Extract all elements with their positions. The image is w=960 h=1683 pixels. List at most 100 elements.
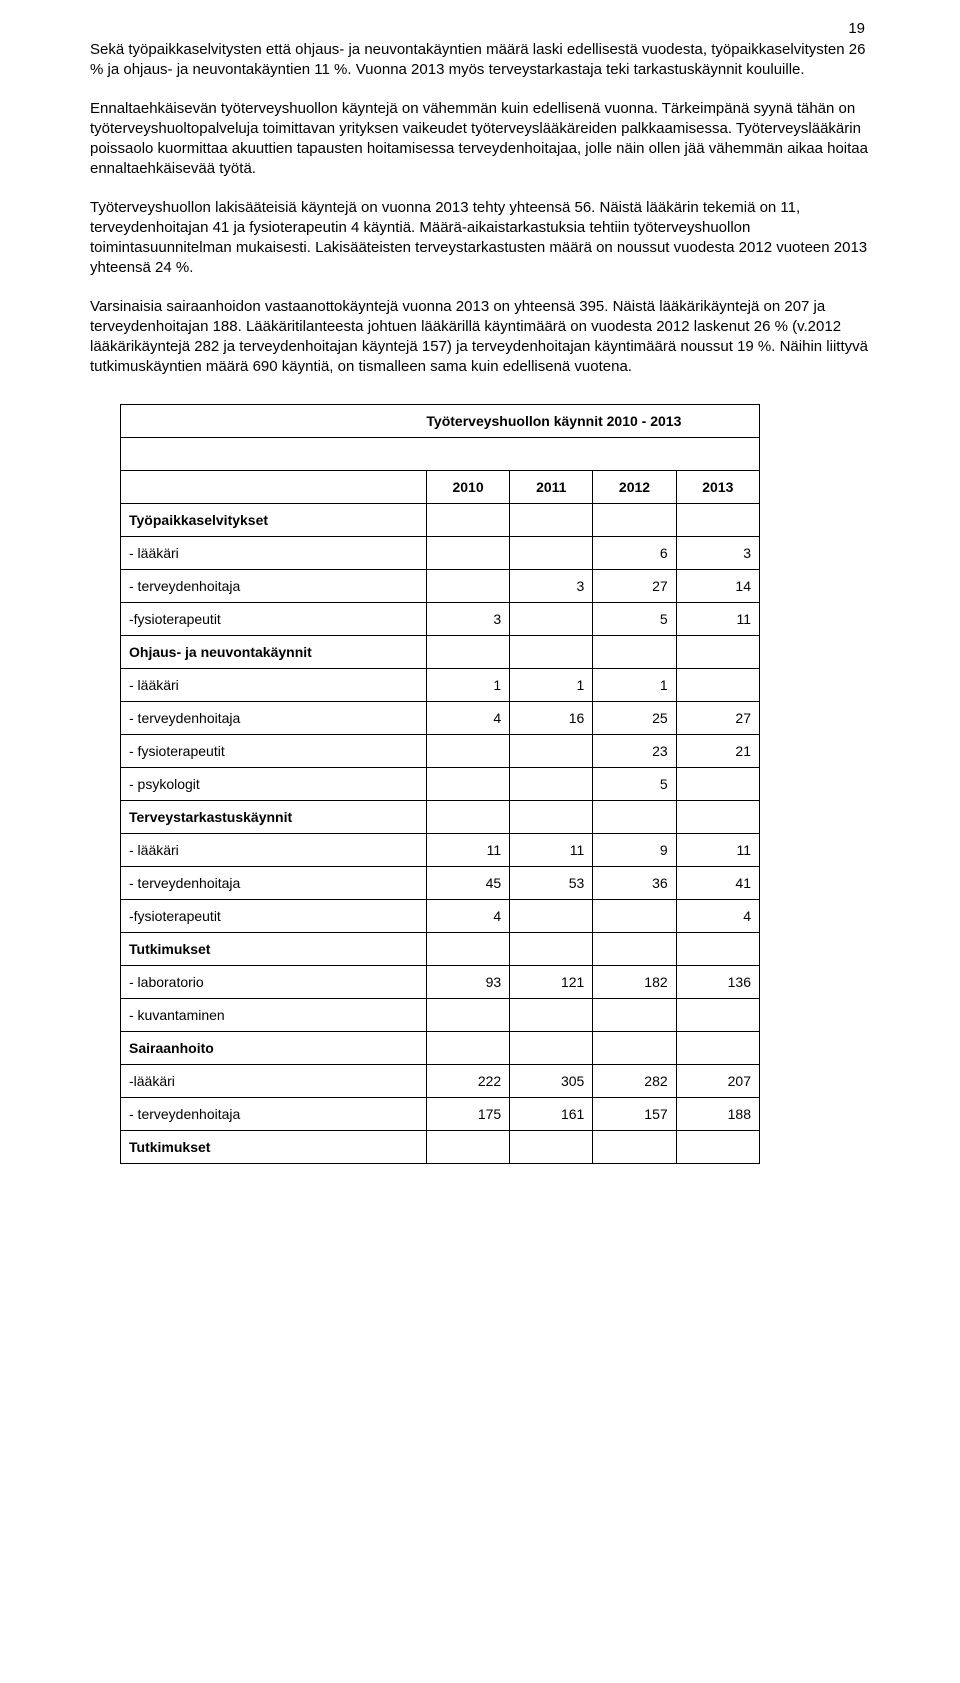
cell-value: 16 xyxy=(510,701,593,734)
cell-value xyxy=(510,1031,593,1064)
row-label: Sairaanhoito xyxy=(121,1031,427,1064)
table-row: - lääkäri63 xyxy=(121,536,760,569)
cell-value: 188 xyxy=(676,1097,759,1130)
cell-value: 93 xyxy=(426,965,509,998)
table-row: - laboratorio93121182136 xyxy=(121,965,760,998)
cell-value xyxy=(676,800,759,833)
table-container: Työterveyshuollon käynnit 2010 - 2013 20… xyxy=(90,404,870,1164)
cell-value xyxy=(426,635,509,668)
table-row: - terveydenhoitaja175161157188 xyxy=(121,1097,760,1130)
cell-value: 4 xyxy=(426,899,509,932)
cell-value xyxy=(426,932,509,965)
cell-value: 161 xyxy=(510,1097,593,1130)
cell-value xyxy=(426,1031,509,1064)
cell-value xyxy=(426,800,509,833)
row-label: -fysioterapeutit xyxy=(121,602,427,635)
table-title-label xyxy=(121,404,427,437)
row-label: - laboratorio xyxy=(121,965,427,998)
row-label: -fysioterapeutit xyxy=(121,899,427,932)
cell-value: 14 xyxy=(676,569,759,602)
cell-value: 1 xyxy=(510,668,593,701)
table-spacer xyxy=(121,437,760,470)
row-label: - lääkäri xyxy=(121,833,427,866)
year-2011: 2011 xyxy=(510,470,593,503)
year-2010: 2010 xyxy=(426,470,509,503)
table-row: - psykologit5 xyxy=(121,767,760,800)
table-row: - terveydenhoitaja32714 xyxy=(121,569,760,602)
cell-value xyxy=(426,998,509,1031)
cell-value xyxy=(593,998,676,1031)
cell-value: 11 xyxy=(676,833,759,866)
row-label: -lääkäri xyxy=(121,1064,427,1097)
row-label: - terveydenhoitaja xyxy=(121,701,427,734)
cell-value xyxy=(510,932,593,965)
cell-value: 27 xyxy=(676,701,759,734)
cell-value xyxy=(426,734,509,767)
cell-value xyxy=(593,1031,676,1064)
cell-value: 222 xyxy=(426,1064,509,1097)
row-label: - terveydenhoitaja xyxy=(121,569,427,602)
cell-value xyxy=(510,734,593,767)
cell-value xyxy=(676,767,759,800)
cell-value: 305 xyxy=(510,1064,593,1097)
cell-value: 25 xyxy=(593,701,676,734)
cell-value xyxy=(510,635,593,668)
cell-value: 11 xyxy=(676,602,759,635)
cell-value: 1 xyxy=(593,668,676,701)
cell-value: 5 xyxy=(593,602,676,635)
cell-value xyxy=(676,1031,759,1064)
table-row: - terveydenhoitaja4162527 xyxy=(121,701,760,734)
cell-value: 282 xyxy=(593,1064,676,1097)
cell-value xyxy=(593,1130,676,1163)
cell-value xyxy=(676,1130,759,1163)
cell-value xyxy=(676,932,759,965)
paragraph-4: Varsinaisia sairaanhoidon vastaanottokäy… xyxy=(90,297,870,378)
cell-value: 6 xyxy=(593,536,676,569)
cell-value xyxy=(676,503,759,536)
table-row: -lääkäri222305282207 xyxy=(121,1064,760,1097)
cell-value: 4 xyxy=(426,701,509,734)
table-row: - terveydenhoitaja45533641 xyxy=(121,866,760,899)
cell-value xyxy=(593,932,676,965)
table-row: - kuvantaminen xyxy=(121,998,760,1031)
cell-value: 136 xyxy=(676,965,759,998)
cell-value: 11 xyxy=(510,833,593,866)
table-row: - lääkäri111 xyxy=(121,668,760,701)
cell-value: 45 xyxy=(426,866,509,899)
row-label: - terveydenhoitaja xyxy=(121,866,427,899)
table-title-row: Työterveyshuollon käynnit 2010 - 2013 xyxy=(121,404,760,437)
cell-value xyxy=(593,635,676,668)
cell-value: 207 xyxy=(676,1064,759,1097)
table-header-empty xyxy=(121,470,427,503)
table-year-header: 2010 2011 2012 2013 xyxy=(121,470,760,503)
cell-value xyxy=(510,899,593,932)
table-row: Sairaanhoito xyxy=(121,1031,760,1064)
cell-value: 3 xyxy=(426,602,509,635)
cell-value xyxy=(510,536,593,569)
table-row: -fysioterapeutit44 xyxy=(121,899,760,932)
cell-value xyxy=(426,503,509,536)
cell-value: 182 xyxy=(593,965,676,998)
cell-value xyxy=(676,668,759,701)
row-label: - terveydenhoitaja xyxy=(121,1097,427,1130)
row-label: Työpaikkaselvitykset xyxy=(121,503,427,536)
row-label: - kuvantaminen xyxy=(121,998,427,1031)
cell-value: 21 xyxy=(676,734,759,767)
cell-value xyxy=(426,569,509,602)
row-label: - fysioterapeutit xyxy=(121,734,427,767)
row-label: Ohjaus- ja neuvontakäynnit xyxy=(121,635,427,668)
cell-value: 23 xyxy=(593,734,676,767)
cell-value: 4 xyxy=(676,899,759,932)
year-2012: 2012 xyxy=(593,470,676,503)
cell-value: 157 xyxy=(593,1097,676,1130)
cell-value xyxy=(426,1130,509,1163)
cell-value: 1 xyxy=(426,668,509,701)
table-row: Työpaikkaselvitykset xyxy=(121,503,760,536)
table-row: Terveystarkastuskäynnit xyxy=(121,800,760,833)
cell-value xyxy=(676,635,759,668)
cell-value: 36 xyxy=(593,866,676,899)
row-label: Tutkimukset xyxy=(121,1130,427,1163)
cell-value: 9 xyxy=(593,833,676,866)
cell-value xyxy=(510,1130,593,1163)
cell-value xyxy=(510,503,593,536)
